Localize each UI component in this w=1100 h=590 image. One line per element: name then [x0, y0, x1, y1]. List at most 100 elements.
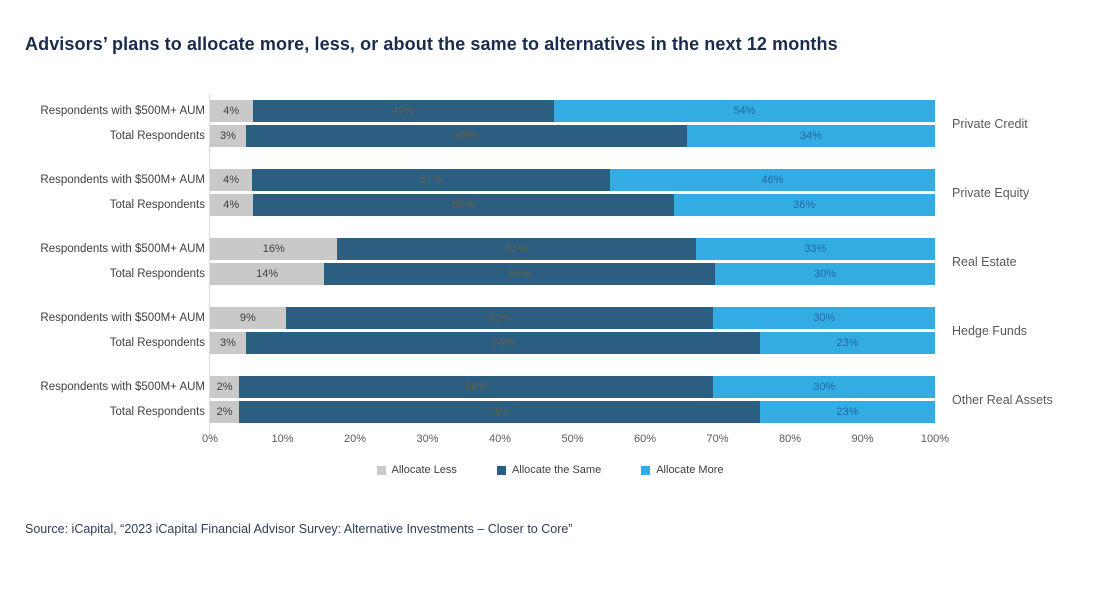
x-axis-tick-label: 60% [633, 433, 657, 445]
segment-value-label: 14% [256, 268, 279, 280]
stacked-bar: 2% 75% 23% [210, 401, 935, 423]
segment-value-label: 3% [219, 337, 236, 349]
stacked-bar: 16% 51% 33% [210, 238, 935, 260]
stacked-bar: 4% 51% 46% [210, 169, 936, 191]
stacked-bar: 4% 60% 36% [210, 194, 935, 216]
chart-title: Advisors’ plans to allocate more, less, … [25, 34, 838, 54]
x-axis-tick-label: 50% [561, 433, 584, 445]
row-label: Respondents with $500M+ AUM [40, 243, 205, 255]
category-label: Hedge Funds [952, 323, 1028, 338]
axis-baseline [209, 94, 210, 435]
category-label: Real Estate [952, 254, 1017, 269]
segment-value-label: 3% [219, 130, 236, 142]
row-label: Total Respondents [109, 406, 205, 418]
segment-value-label: 46% [761, 174, 784, 186]
legend-item: Allocate More [641, 464, 723, 476]
row-label: Respondents with $500M+ AUM [40, 381, 205, 393]
row-label: Respondents with $500M+ AUM [40, 105, 205, 117]
segment-value-label: 63% [455, 130, 478, 142]
bar-segment-less: 4% [210, 100, 253, 122]
bar-segment-more: 33% [695, 238, 935, 260]
bar-group: Respondents with $500M+ AUM 16% 51% 33% Tota… [0, 238, 1100, 285]
row-label: Respondents with $500M+ AUM [40, 312, 205, 324]
bar-segment-less: 3% [210, 125, 246, 147]
segment-value-label: 2% [216, 406, 233, 418]
segment-value-label: 75% [488, 406, 511, 418]
bar-segment-more: 30% [713, 307, 936, 329]
legend-label: Allocate More [656, 464, 724, 476]
x-axis-ticks: 0% 10% 20% 30% 40% 50% 60% 70% 80% 90% 100% [202, 433, 949, 448]
segment-value-label: 56% [508, 268, 531, 280]
bar-segment-less: 2% [210, 401, 240, 423]
bar-group: Respondents with $500M+ AUM 4% 51% 46% Total… [0, 169, 1100, 216]
row-label: Respondents with $500M+ AUM [40, 174, 205, 186]
legend: Allocate Less Allocate the Same Allocate M… [0, 464, 1100, 476]
category-label: Other Real Assets [952, 392, 1053, 407]
stacked-bar: 9% 61% 30% [210, 307, 936, 329]
bar-group: Respondents with $500M+ AUM 2% 68% 30% Total… [0, 376, 1100, 423]
bar-segment-less: 4% [210, 194, 253, 216]
bar-segment-more: 54% [553, 100, 935, 122]
segment-value-label: 36% [793, 199, 816, 211]
stacked-bar: 3% 74% 23% [210, 332, 935, 354]
bar-segment-same: 63% [245, 125, 687, 147]
bar-segment-more: 23% [760, 401, 935, 423]
x-axis: 0% 10% 20% 30% 40% 50% 60% 70% 80% 90% 100% [0, 433, 1100, 448]
segment-value-label: 54% [733, 105, 756, 117]
bar-segment-less: 3% [210, 332, 246, 354]
bar-segment-less: 16% [210, 238, 338, 260]
segment-value-label: 74% [491, 337, 514, 349]
row-label: Total Respondents [109, 337, 205, 349]
bar-segment-same: 60% [252, 194, 674, 216]
bar-segment-same: 61% [285, 307, 714, 329]
source-text: Source: iCapital, “2023 iCapital Financi… [25, 522, 573, 536]
stacked-bar: 14% 56% 30% [210, 263, 935, 285]
segment-value-label: 42% [392, 105, 415, 117]
page: Advisors’ plans to allocate more, less, … [0, 34, 1100, 590]
x-axis-tick-label: 0% [202, 433, 218, 445]
segment-value-label: 2% [216, 381, 233, 393]
segment-value-label: 61% [488, 312, 511, 324]
segment-value-label: 9% [239, 312, 256, 324]
x-axis-tick-label: 100% [920, 433, 950, 445]
row-label: Total Respondents [109, 130, 205, 142]
segment-value-label: 16% [262, 243, 285, 255]
category-label: Private Equity [952, 185, 1030, 200]
bar-segment-same: 75% [239, 401, 761, 423]
bar-group: Respondents with $500M+ AUM 4% 42% 54% Total… [0, 100, 1100, 147]
x-axis-tick-label: 90% [851, 433, 874, 445]
segment-value-label: 4% [223, 199, 240, 211]
bar-segment-less: 4% [210, 169, 253, 191]
bar-segment-same: 68% [239, 376, 714, 398]
legend-label: Allocate Less [391, 464, 457, 476]
bar-groups: Respondents with $500M+ AUM 4% 42% 54% Total… [0, 100, 1100, 423]
x-axis-tick-label: 10% [271, 433, 294, 445]
segment-value-label: 30% [813, 312, 836, 324]
bar-segment-same: 42% [252, 100, 554, 122]
segment-value-label: 51% [420, 174, 443, 186]
bar-segment-less: 14% [210, 263, 325, 285]
bar-segment-same: 74% [245, 332, 761, 354]
stacked-bar-chart: Respondents with $500M+ AUM 4% 42% 54% Total… [0, 94, 1100, 476]
bar-group: Respondents with $500M+ AUM 9% 61% 30% Total… [0, 307, 1100, 354]
bar-segment-same: 51% [337, 238, 696, 260]
segment-value-label: 30% [813, 381, 836, 393]
x-axis-tick-label: 30% [416, 433, 439, 445]
legend-swatch-icon [376, 465, 386, 475]
segment-value-label: 68% [465, 381, 488, 393]
stacked-bar: 3% 63% 34% [210, 125, 935, 147]
bar-segment-more: 30% [713, 376, 935, 398]
stacked-bar: 2% 68% 30% [210, 376, 935, 398]
segment-value-label: 60% [452, 199, 475, 211]
bar-segment-less: 9% [210, 307, 286, 329]
x-axis-tick-label: 20% [343, 433, 367, 445]
bar-segment-more: 34% [686, 125, 935, 147]
row-label: Total Respondents [109, 199, 205, 211]
bar-segment-more: 36% [673, 194, 935, 216]
segment-value-label: 23% [836, 406, 859, 418]
bar-segment-less: 2% [210, 376, 240, 398]
stacked-bar: 4% 42% 54% [210, 100, 935, 122]
segment-value-label: 4% [223, 105, 240, 117]
segment-value-label: 23% [836, 337, 859, 349]
bar-segment-same: 51% [252, 169, 611, 191]
